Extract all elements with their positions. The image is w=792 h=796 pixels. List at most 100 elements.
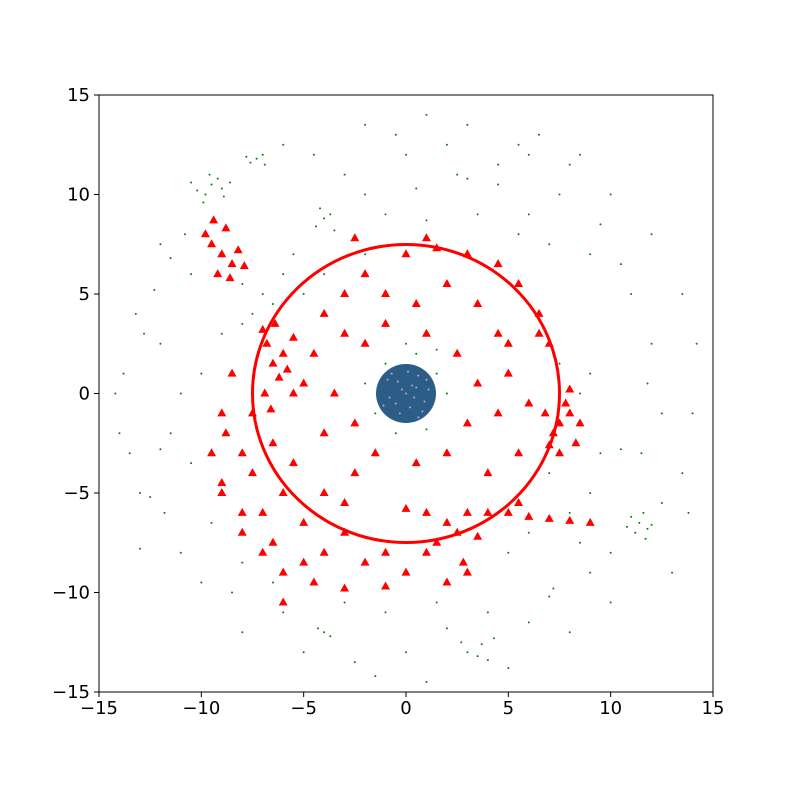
scatter-triangle [221, 223, 231, 232]
scatter-point [241, 631, 244, 634]
scatter-triangle [493, 259, 503, 268]
scatter-point [681, 293, 684, 295]
scatter-triangle [442, 448, 452, 457]
scatter-triangle [421, 547, 431, 556]
y-tick-label: 0 [79, 384, 90, 405]
scatter-triangle [340, 583, 350, 592]
scatter-point [548, 243, 551, 246]
scatter-point [435, 348, 438, 351]
scatter-point [421, 410, 424, 413]
scatter-point [417, 374, 420, 377]
scatter-triangle [217, 488, 227, 496]
scatter-triangle [213, 269, 223, 278]
scatter-point [159, 342, 162, 345]
scatter-triangle [421, 328, 431, 337]
scatter-point [578, 541, 581, 544]
scatter-point [476, 213, 479, 216]
scatter-triangle [565, 408, 575, 417]
scatter-point [527, 153, 530, 156]
scatter-point [417, 416, 420, 419]
scatter-point [425, 681, 428, 684]
scatter-triangle [514, 497, 524, 506]
y-tick-label: −15 [52, 682, 90, 703]
scatter-point [400, 388, 403, 391]
scatter-point [568, 163, 571, 166]
scatter-triangle [401, 503, 411, 512]
scatter-point [599, 452, 602, 455]
scatter-triangle [319, 488, 329, 496]
scatter-point [589, 492, 592, 494]
scatter-point [411, 384, 414, 387]
scatter-point [314, 225, 317, 228]
scatter-point [517, 233, 520, 236]
scatter-point [695, 342, 698, 345]
scatter-point [394, 133, 397, 136]
scatter-triangle [278, 567, 288, 576]
scatter-triangle [381, 289, 391, 297]
scatter-point [251, 312, 254, 315]
scatter-point [415, 352, 418, 355]
scatter-point [589, 372, 592, 375]
scatter-triangle [561, 398, 571, 407]
scatter-point [527, 531, 530, 534]
scatter-point [456, 173, 459, 176]
scatter-point [626, 525, 629, 528]
scatter-triangle [493, 408, 503, 417]
scatter-triangle [248, 468, 257, 477]
scatter-point [134, 312, 137, 315]
scatter-point [255, 157, 258, 160]
scatter-point [208, 173, 211, 176]
scatter-point [282, 273, 285, 276]
scatter-triangle [493, 328, 503, 337]
scatter-triangle [442, 517, 452, 526]
scatter-triangle [221, 428, 231, 437]
scatter-triangle [483, 507, 493, 516]
scatter-point [493, 637, 496, 640]
scatter-point [445, 143, 448, 146]
scatter-point [163, 511, 166, 514]
scatter-point [405, 651, 407, 654]
scatter-point [179, 392, 182, 395]
scatter-point [415, 386, 418, 389]
scatter-point [149, 495, 152, 498]
scatter-point [538, 133, 541, 136]
scatter-triangle [227, 259, 237, 268]
scatter-triangle [534, 328, 544, 337]
scatter-point [159, 448, 162, 451]
scatter-point [374, 675, 377, 678]
scatter-triangle [340, 328, 350, 337]
scatter-triangle [268, 438, 278, 447]
scatter-point [169, 257, 172, 260]
scatter-point [216, 177, 219, 180]
scatter-triangle [270, 318, 280, 327]
scatter-point [261, 293, 264, 295]
scatter-point [241, 561, 244, 564]
scatter-triangle [209, 215, 219, 224]
scatter-triangle [262, 338, 272, 347]
scatter-point [323, 631, 326, 634]
scatter-point [578, 392, 581, 395]
scatter-triangle [381, 318, 391, 327]
scatter-triangle [350, 233, 360, 242]
scatter-point [427, 388, 430, 391]
scatter-point [660, 501, 663, 504]
scatter-triangle [462, 507, 472, 516]
scatter-point [398, 412, 401, 415]
scatter-point [364, 123, 367, 126]
scatter-triangle [299, 557, 309, 566]
scatter-point [445, 627, 448, 630]
y-tick-label: 15 [67, 85, 90, 106]
scatter-point [558, 362, 561, 365]
scatter-triangle [370, 448, 380, 457]
scatter-point [386, 378, 389, 381]
scatter-point [425, 378, 428, 381]
scatter-point [548, 595, 551, 598]
scatter-triangle [258, 507, 268, 516]
scatter-point [196, 189, 199, 192]
scatter-triangle [288, 458, 298, 467]
plot-area [114, 113, 698, 684]
scatter-point [425, 113, 428, 116]
scatter-triangle [458, 557, 468, 566]
scatter-point [245, 155, 248, 158]
scatter-triangle [268, 358, 278, 367]
